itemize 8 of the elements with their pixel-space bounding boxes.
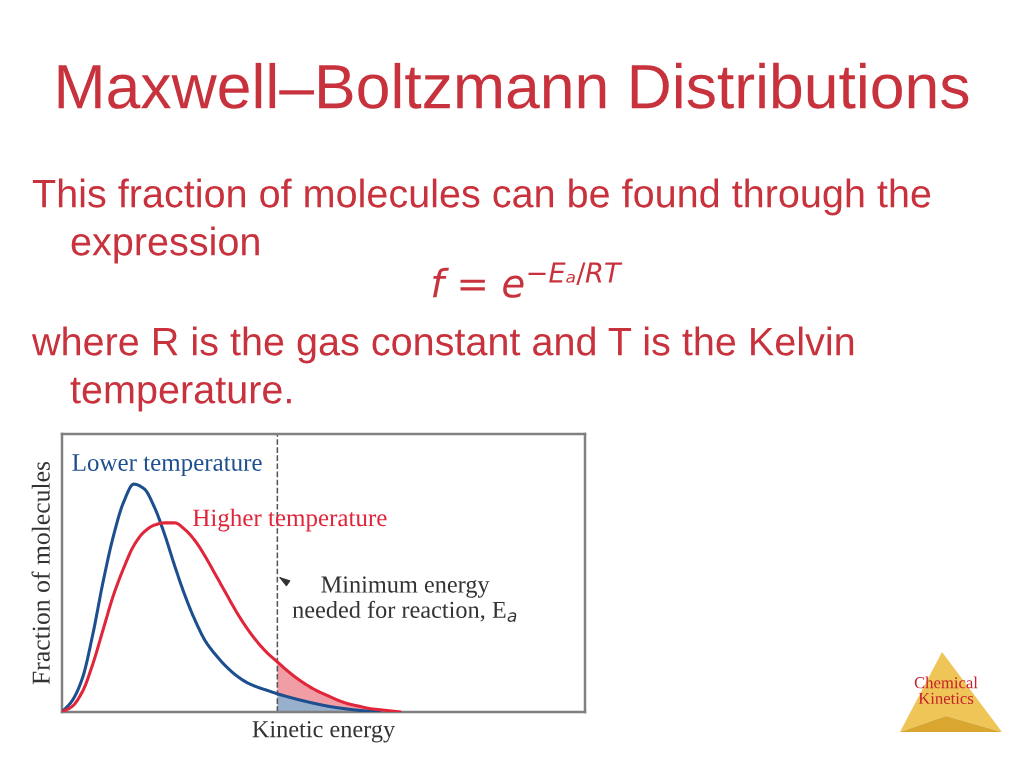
annotation: Minimum energy needed for reaction, E$_{a}$ — [292, 576, 517, 623]
chart-title: Maxwell–Boltzmann Distributions — [58, 62, 969, 109]
series-label: Lower temperature — [72, 454, 262, 477]
series-label: Higher temperature — [193, 508, 387, 532]
text: where R is the gas constant and T is the Kelvin temperature. — [31, 326, 854, 412]
text: f = e$^{−Eₐ/RT}$ — [432, 262, 623, 298]
y-axis-title: Fraction of molecules — [31, 461, 50, 685]
x-axis-title: Kinetic energy — [252, 721, 396, 743]
